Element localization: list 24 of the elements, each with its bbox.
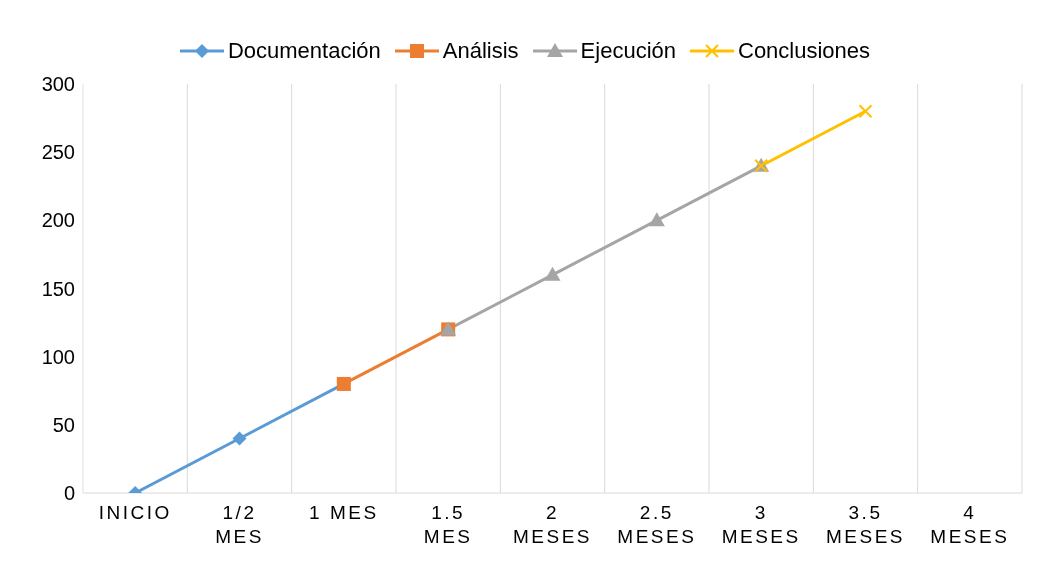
y-tick-label: 0 [63, 482, 75, 505]
legend-label: Conclusiones [738, 38, 871, 64]
x-tick-label: 1/2 MES [215, 502, 264, 547]
legend-label: Ejecución [580, 38, 676, 64]
point [648, 212, 665, 227]
legend-label: Análisis [442, 38, 519, 64]
y-tick-label: 100 [41, 345, 75, 368]
x-tick-label: 3.5 MESES [825, 502, 906, 547]
x-tick-label: 2 MESES [512, 502, 593, 547]
y-tick-label: 200 [41, 209, 75, 232]
y-tick-label: 300 [41, 73, 75, 96]
point [232, 431, 247, 446]
x-tick-label: 1 MES [309, 502, 379, 523]
y-tick-label: 150 [41, 277, 75, 300]
x-tick-label: INICIO [98, 502, 172, 523]
point [858, 104, 873, 119]
y-tick-label: 250 [41, 141, 75, 164]
x-tick-label: 4 MESES [930, 502, 1010, 547]
legend-label: Documentación [227, 38, 381, 64]
x-tick-label: 3 MESES [721, 502, 801, 547]
y-tick-label: 50 [52, 413, 75, 436]
x-tick-label: 2.5 MESES [617, 502, 697, 547]
x-tick-label: 1.5 MES [423, 502, 473, 547]
point [544, 266, 561, 281]
